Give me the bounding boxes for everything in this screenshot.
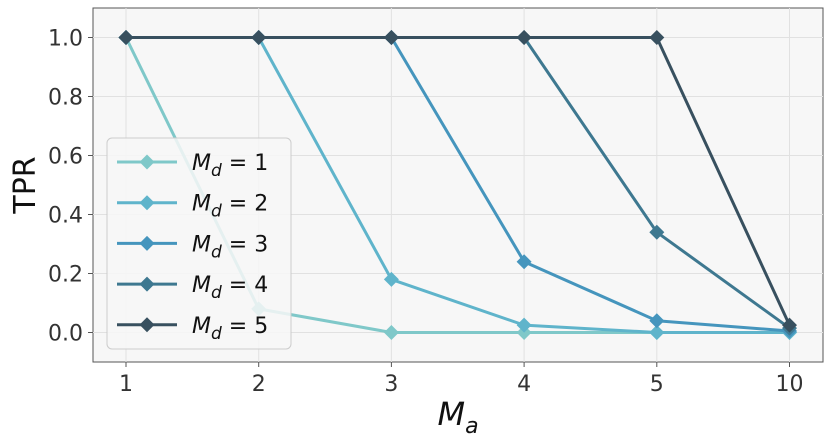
x-tick-label: 4 [517, 372, 531, 397]
legend-item: Md = 3 [117, 232, 268, 262]
y-tick-label: 0.6 [48, 145, 83, 170]
legend-label-sub: d [211, 161, 222, 181]
legend-box [106, 137, 292, 350]
legend: Md = 1Md = 2Md = 3Md = 4Md = 5 [106, 137, 292, 350]
y-axis: 0.0 0.2 0.4 0.6 0.8 1.0 [48, 27, 93, 347]
legend-label: Md = 3 [192, 232, 268, 262]
legend-label-sub: d [211, 324, 222, 344]
data-point [383, 325, 399, 340]
legend-label-sub: d [211, 283, 222, 303]
x-axis-label-main: M [437, 395, 465, 433]
legend-marker [139, 235, 155, 251]
data-point [383, 30, 399, 45]
legend-label: Md = 4 [192, 273, 268, 303]
x-axis-label: Ma [437, 395, 478, 439]
data-point [516, 30, 532, 45]
x-axis-label-sub: a [465, 414, 478, 439]
legend-label: Md = 5 [192, 314, 268, 344]
series-line [126, 36, 791, 326]
series-md-5 [118, 30, 797, 333]
legend-label-rest: = 3 [222, 232, 268, 257]
legend-item: Md = 2 [117, 192, 268, 222]
legend-label-rest: = 5 [222, 314, 268, 339]
legend-label-main: M [192, 314, 211, 339]
y-tick-label: 0.4 [48, 204, 83, 229]
y-tick-label: 0.0 [48, 322, 83, 347]
legend-item: Md = 1 [117, 151, 268, 181]
legend-label: Md = 2 [192, 192, 268, 222]
x-tick-label: 3 [384, 372, 398, 397]
x-tick-label: 1 [119, 372, 133, 397]
y-tick-label: 0.8 [48, 86, 83, 111]
y-tick-label: 1.0 [48, 27, 83, 52]
legend-label-sub: d [211, 242, 222, 262]
x-axis: 1 2 3 4 5 10 [119, 362, 804, 397]
legend-label-rest: = 4 [222, 273, 268, 298]
data-point [649, 325, 665, 340]
legend-label-main: M [192, 192, 211, 217]
y-tick-label: 0.2 [48, 263, 83, 288]
y-axis-label: TPR [8, 156, 43, 214]
legend-item: Md = 4 [117, 273, 268, 303]
legend-marker [139, 276, 155, 292]
data-point [516, 317, 532, 333]
legend-item: Md = 5 [117, 314, 268, 344]
legend-marker [139, 195, 155, 211]
legend-label: Md = 1 [192, 151, 268, 181]
x-tick-label: 5 [650, 372, 664, 397]
data-point [251, 30, 267, 45]
legend-label-main: M [192, 232, 211, 257]
legend-label-rest: = 2 [222, 192, 268, 217]
legend-label-rest: = 1 [222, 151, 268, 176]
data-point [782, 317, 797, 333]
legend-label-main: M [192, 151, 211, 176]
legend-label-main: M [192, 273, 211, 298]
data-point [649, 30, 665, 45]
legend-marker [139, 317, 155, 333]
legend-label-sub: d [211, 202, 222, 222]
data-point [383, 271, 399, 287]
data-point [649, 224, 665, 240]
series-group [118, 30, 797, 340]
x-tick-label: 2 [252, 372, 266, 397]
legend-marker [139, 154, 155, 170]
data-point [516, 254, 532, 270]
data-point [118, 30, 134, 45]
data-point [649, 313, 665, 329]
x-tick-label: 10 [776, 372, 804, 397]
